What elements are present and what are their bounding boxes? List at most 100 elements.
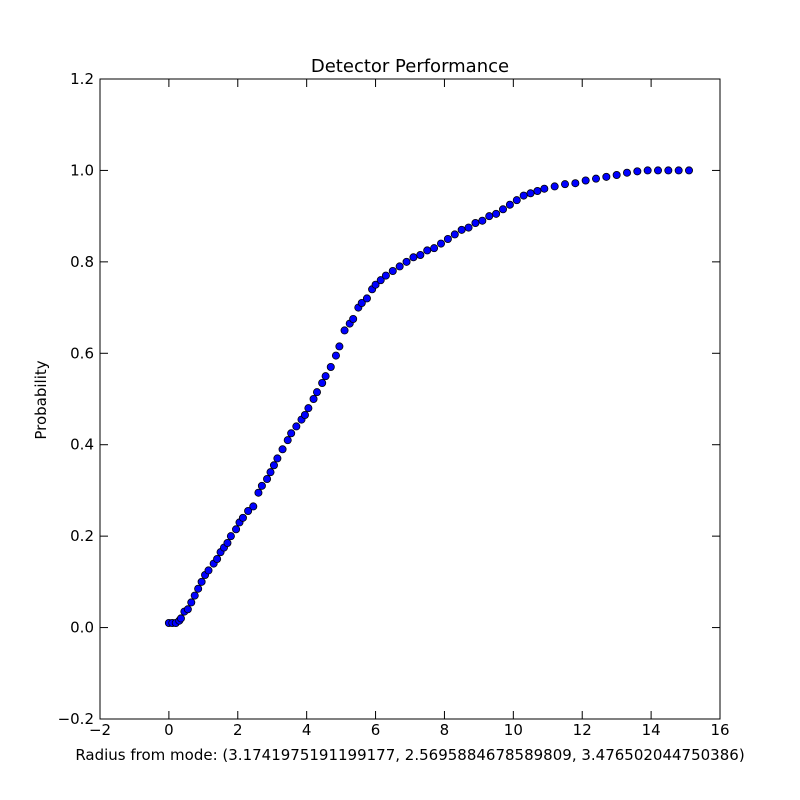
point (402, 257, 411, 266)
point (266, 468, 275, 477)
point (498, 205, 507, 214)
point (226, 532, 235, 541)
point (685, 166, 694, 175)
x-tick-label: 0 (164, 721, 174, 739)
x-tick-label: 8 (440, 721, 450, 739)
x-tick-label: 14 (642, 721, 661, 739)
point (362, 294, 371, 303)
point (436, 239, 445, 248)
x-tick-label: 4 (302, 721, 312, 739)
point (244, 506, 253, 515)
point (561, 180, 570, 189)
point (287, 429, 296, 438)
point (505, 200, 514, 209)
point (633, 167, 642, 176)
x-tick-label: 2 (233, 721, 243, 739)
point (450, 230, 459, 239)
y-tick-label: 0.4 (70, 436, 94, 454)
y-tick-label: 1.0 (70, 161, 94, 179)
y-tick-label: 0.2 (70, 527, 94, 545)
point (371, 280, 380, 289)
point (263, 474, 272, 483)
point (430, 244, 439, 253)
point (623, 168, 632, 177)
point (213, 555, 222, 564)
point (581, 176, 590, 185)
x-axis-label: Radius from mode: (3.1741975191199177, 2… (75, 746, 744, 764)
point (318, 378, 327, 387)
point (485, 212, 494, 221)
point (176, 614, 185, 623)
y-tick-label: 0.0 (70, 619, 94, 637)
point (612, 170, 621, 179)
point (664, 166, 673, 175)
point (674, 166, 683, 175)
point (550, 182, 559, 191)
point (273, 454, 282, 463)
point (457, 225, 466, 234)
point (381, 271, 390, 280)
point (312, 388, 321, 397)
x-tick-label: 6 (371, 721, 381, 739)
point (304, 404, 313, 413)
point (464, 223, 473, 232)
point (187, 598, 196, 607)
x-tick-label: −2 (89, 721, 111, 739)
point (321, 372, 330, 381)
point (533, 186, 542, 195)
point (376, 276, 385, 285)
point (204, 566, 213, 575)
point (492, 209, 501, 218)
point (197, 577, 206, 586)
point (326, 362, 335, 371)
point (283, 436, 292, 445)
x-tick-label: 16 (710, 721, 729, 739)
point (232, 525, 241, 534)
point (340, 326, 349, 335)
x-tick-label: 12 (573, 721, 592, 739)
point (194, 584, 203, 593)
chart-title: Detector Performance (311, 56, 509, 77)
point (643, 166, 652, 175)
point (388, 266, 397, 275)
point (309, 394, 318, 403)
point (471, 218, 480, 227)
point (478, 216, 487, 225)
plot-frame (99, 78, 721, 720)
y-tick-label: 1.2 (70, 70, 94, 88)
point (512, 196, 521, 205)
point (654, 166, 663, 175)
point (519, 191, 528, 200)
point (349, 314, 358, 323)
point (395, 262, 404, 271)
point (416, 250, 425, 259)
point (292, 422, 301, 431)
point (183, 605, 192, 614)
point (254, 488, 263, 497)
point (357, 298, 366, 307)
point (571, 179, 580, 188)
point (409, 253, 418, 262)
point (278, 445, 287, 454)
point (592, 174, 601, 183)
point (238, 513, 247, 522)
y-tick-label: 0.6 (70, 344, 94, 362)
point (526, 189, 535, 198)
point (335, 342, 344, 351)
point (540, 184, 549, 193)
point (331, 351, 340, 360)
point (223, 539, 232, 548)
point (602, 172, 611, 181)
point (190, 591, 199, 600)
point (257, 481, 266, 490)
y-tick-label: −0.2 (58, 710, 94, 728)
y-axis-label: Probability (32, 360, 50, 439)
point (269, 461, 278, 470)
point (423, 246, 432, 255)
point (443, 234, 452, 243)
point (300, 410, 309, 419)
point (249, 502, 258, 511)
x-tick-label: 10 (504, 721, 523, 739)
